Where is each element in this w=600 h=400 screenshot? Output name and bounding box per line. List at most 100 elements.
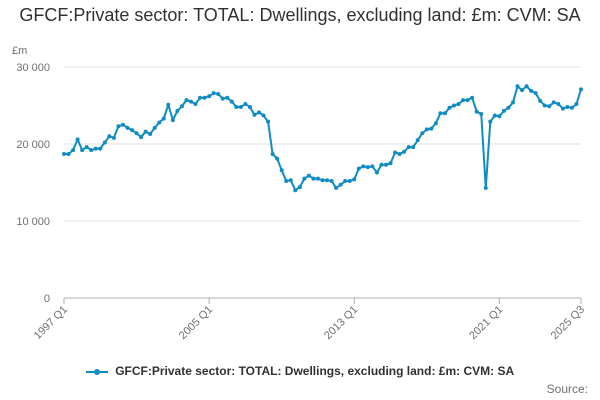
legend-line-marker-icon [85, 367, 108, 377]
data-point [465, 98, 470, 103]
data-point [347, 178, 352, 183]
data-point [538, 98, 543, 103]
data-point [325, 178, 330, 183]
data-point [442, 111, 447, 116]
legend-label: GFCF:Private sector: TOTAL: Dwellings, e… [115, 364, 515, 378]
data-point [433, 121, 438, 126]
data-point [111, 135, 116, 140]
data-point [288, 178, 293, 183]
source-label: Source: [546, 382, 588, 396]
x-tick-label: 2013 Q1 [322, 304, 360, 342]
y-tick-label: 20 000 [16, 139, 50, 151]
data-point [71, 148, 76, 153]
x-tick-label: 2021 Q1 [467, 304, 505, 342]
legend[interactable]: GFCF:Private sector: TOTAL: Dwellings, e… [0, 364, 600, 378]
y-axis-tick-labels: 0 10 000 20 000 30 000 [16, 62, 50, 305]
data-point [134, 131, 139, 136]
data-point [379, 162, 384, 167]
data-point [556, 101, 561, 106]
data-point [102, 140, 107, 145]
data-point [247, 105, 252, 110]
data-point [424, 127, 429, 132]
y-axis-unit-label: £m [12, 45, 28, 57]
data-point [193, 101, 198, 106]
data-point [84, 145, 89, 150]
gridlines [64, 66, 581, 222]
series-group [62, 84, 583, 193]
data-point [207, 94, 212, 99]
data-point [62, 152, 66, 157]
data-point [343, 178, 348, 183]
x-tick-label: 2025 Q3 [549, 304, 587, 342]
data-point [483, 185, 488, 190]
data-point [529, 88, 534, 93]
data-point [198, 95, 203, 100]
data-point [474, 109, 479, 114]
data-point [488, 119, 493, 124]
data-point [107, 134, 112, 139]
data-point [238, 105, 243, 110]
data-point [302, 176, 307, 181]
data-point [80, 148, 85, 153]
data-point [184, 98, 189, 103]
data-point [315, 176, 320, 181]
data-point [479, 111, 484, 116]
data-point [234, 105, 239, 110]
data-point [93, 146, 98, 151]
data-point [393, 150, 398, 155]
data-point [89, 148, 94, 153]
data-point [252, 112, 257, 117]
data-point [388, 161, 393, 166]
data-point [456, 101, 461, 106]
data-point [225, 95, 230, 100]
data-point [452, 103, 457, 108]
data-point [293, 188, 298, 193]
data-point [243, 101, 248, 106]
data-point [179, 104, 184, 109]
data-point [365, 165, 370, 170]
data-point [261, 113, 266, 118]
data-point [338, 182, 343, 187]
y-tick-label: 10 000 [16, 216, 50, 228]
data-point [157, 120, 162, 125]
data-point [447, 105, 452, 110]
data-point [75, 137, 80, 142]
data-point [175, 108, 180, 113]
data-point [139, 135, 144, 140]
data-point [125, 125, 130, 130]
data-point [497, 114, 502, 119]
data-point [533, 91, 538, 96]
data-point [202, 95, 207, 100]
data-point [429, 126, 434, 131]
y-tick-label: 0 [44, 293, 50, 305]
data-point [66, 152, 71, 157]
x-tick-label: 1997 Q1 [32, 304, 70, 342]
data-point [98, 146, 103, 151]
data-point [284, 178, 289, 183]
data-point [411, 145, 416, 150]
data-point [524, 84, 529, 89]
data-point [266, 119, 271, 124]
data-point [297, 185, 302, 190]
data-point [320, 178, 325, 183]
data-point [356, 166, 361, 171]
data-point [470, 95, 475, 100]
data-point [275, 156, 280, 161]
data-point [352, 177, 357, 182]
data-point [361, 164, 366, 169]
data-point [579, 87, 583, 92]
data-point [438, 111, 443, 116]
data-point [415, 138, 420, 143]
data-point [397, 152, 402, 157]
data-point [520, 88, 525, 93]
data-point [148, 131, 153, 136]
data-point [188, 99, 193, 104]
data-point [374, 170, 379, 175]
data-point [161, 116, 166, 121]
data-point [229, 99, 234, 104]
data-point [515, 84, 520, 89]
data-point [560, 106, 565, 111]
data-point [116, 124, 121, 129]
data-point [279, 168, 284, 173]
